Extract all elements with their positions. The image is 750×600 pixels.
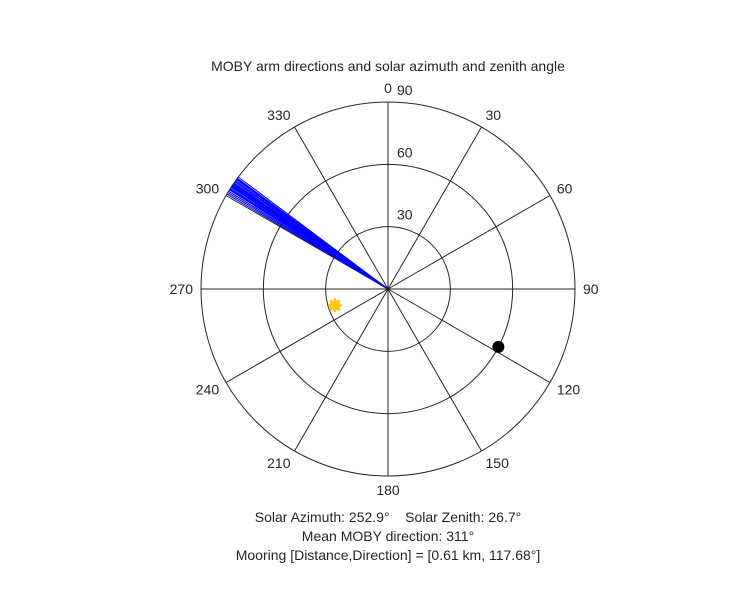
radius-tick-label-30: 30 bbox=[397, 207, 413, 223]
spoke-330 bbox=[294, 126, 389, 290]
angle-tick-label-60: 60 bbox=[557, 181, 573, 197]
angle-tick-label-30: 30 bbox=[486, 107, 502, 123]
spoke-60 bbox=[387, 195, 551, 290]
mooring-line: Mooring [Distance,Direction] = [0.61 km,… bbox=[236, 547, 541, 563]
sun-marker bbox=[327, 298, 342, 313]
moby-direction-line: Mean MOBY direction: 311° bbox=[302, 528, 474, 544]
angle-tick-labels: 0 30 60 90 120 150 180 210 240 270 300 330 bbox=[170, 80, 599, 498]
markers bbox=[327, 298, 505, 353]
radius-tick-labels: 30 60 90 bbox=[397, 82, 413, 223]
radius-tick-label-60: 60 bbox=[397, 144, 413, 160]
arm-line-18 bbox=[237, 176, 389, 290]
angle-tick-label-0: 0 bbox=[384, 80, 392, 96]
chart-title: MOBY arm directions and solar azimuth an… bbox=[211, 58, 565, 74]
spoke-240 bbox=[225, 288, 389, 383]
angle-tick-label-90: 90 bbox=[583, 281, 599, 297]
spoke-30 bbox=[387, 126, 482, 290]
angular-grid-spokes bbox=[201, 102, 575, 476]
spoke-120 bbox=[387, 288, 551, 383]
angle-tick-label-150: 150 bbox=[486, 455, 510, 471]
angle-tick-label-240: 240 bbox=[196, 382, 220, 398]
angle-tick-label-330: 330 bbox=[267, 107, 291, 123]
angle-tick-label-270: 270 bbox=[170, 281, 194, 297]
angle-tick-label-180: 180 bbox=[376, 482, 400, 498]
angle-tick-label-120: 120 bbox=[557, 382, 581, 398]
sun-disc bbox=[329, 299, 341, 311]
radius-tick-label-90: 90 bbox=[397, 82, 413, 98]
moby-arm-lines bbox=[226, 176, 389, 290]
angle-tick-label-300: 300 bbox=[196, 181, 220, 197]
spoke-210 bbox=[294, 288, 389, 452]
angle-tick-label-210: 210 bbox=[267, 455, 291, 471]
mooring-marker bbox=[492, 340, 505, 353]
solar-info-line: Solar Azimuth: 252.9° Solar Zenith: 26.7… bbox=[255, 509, 521, 525]
spoke-150 bbox=[387, 288, 482, 452]
